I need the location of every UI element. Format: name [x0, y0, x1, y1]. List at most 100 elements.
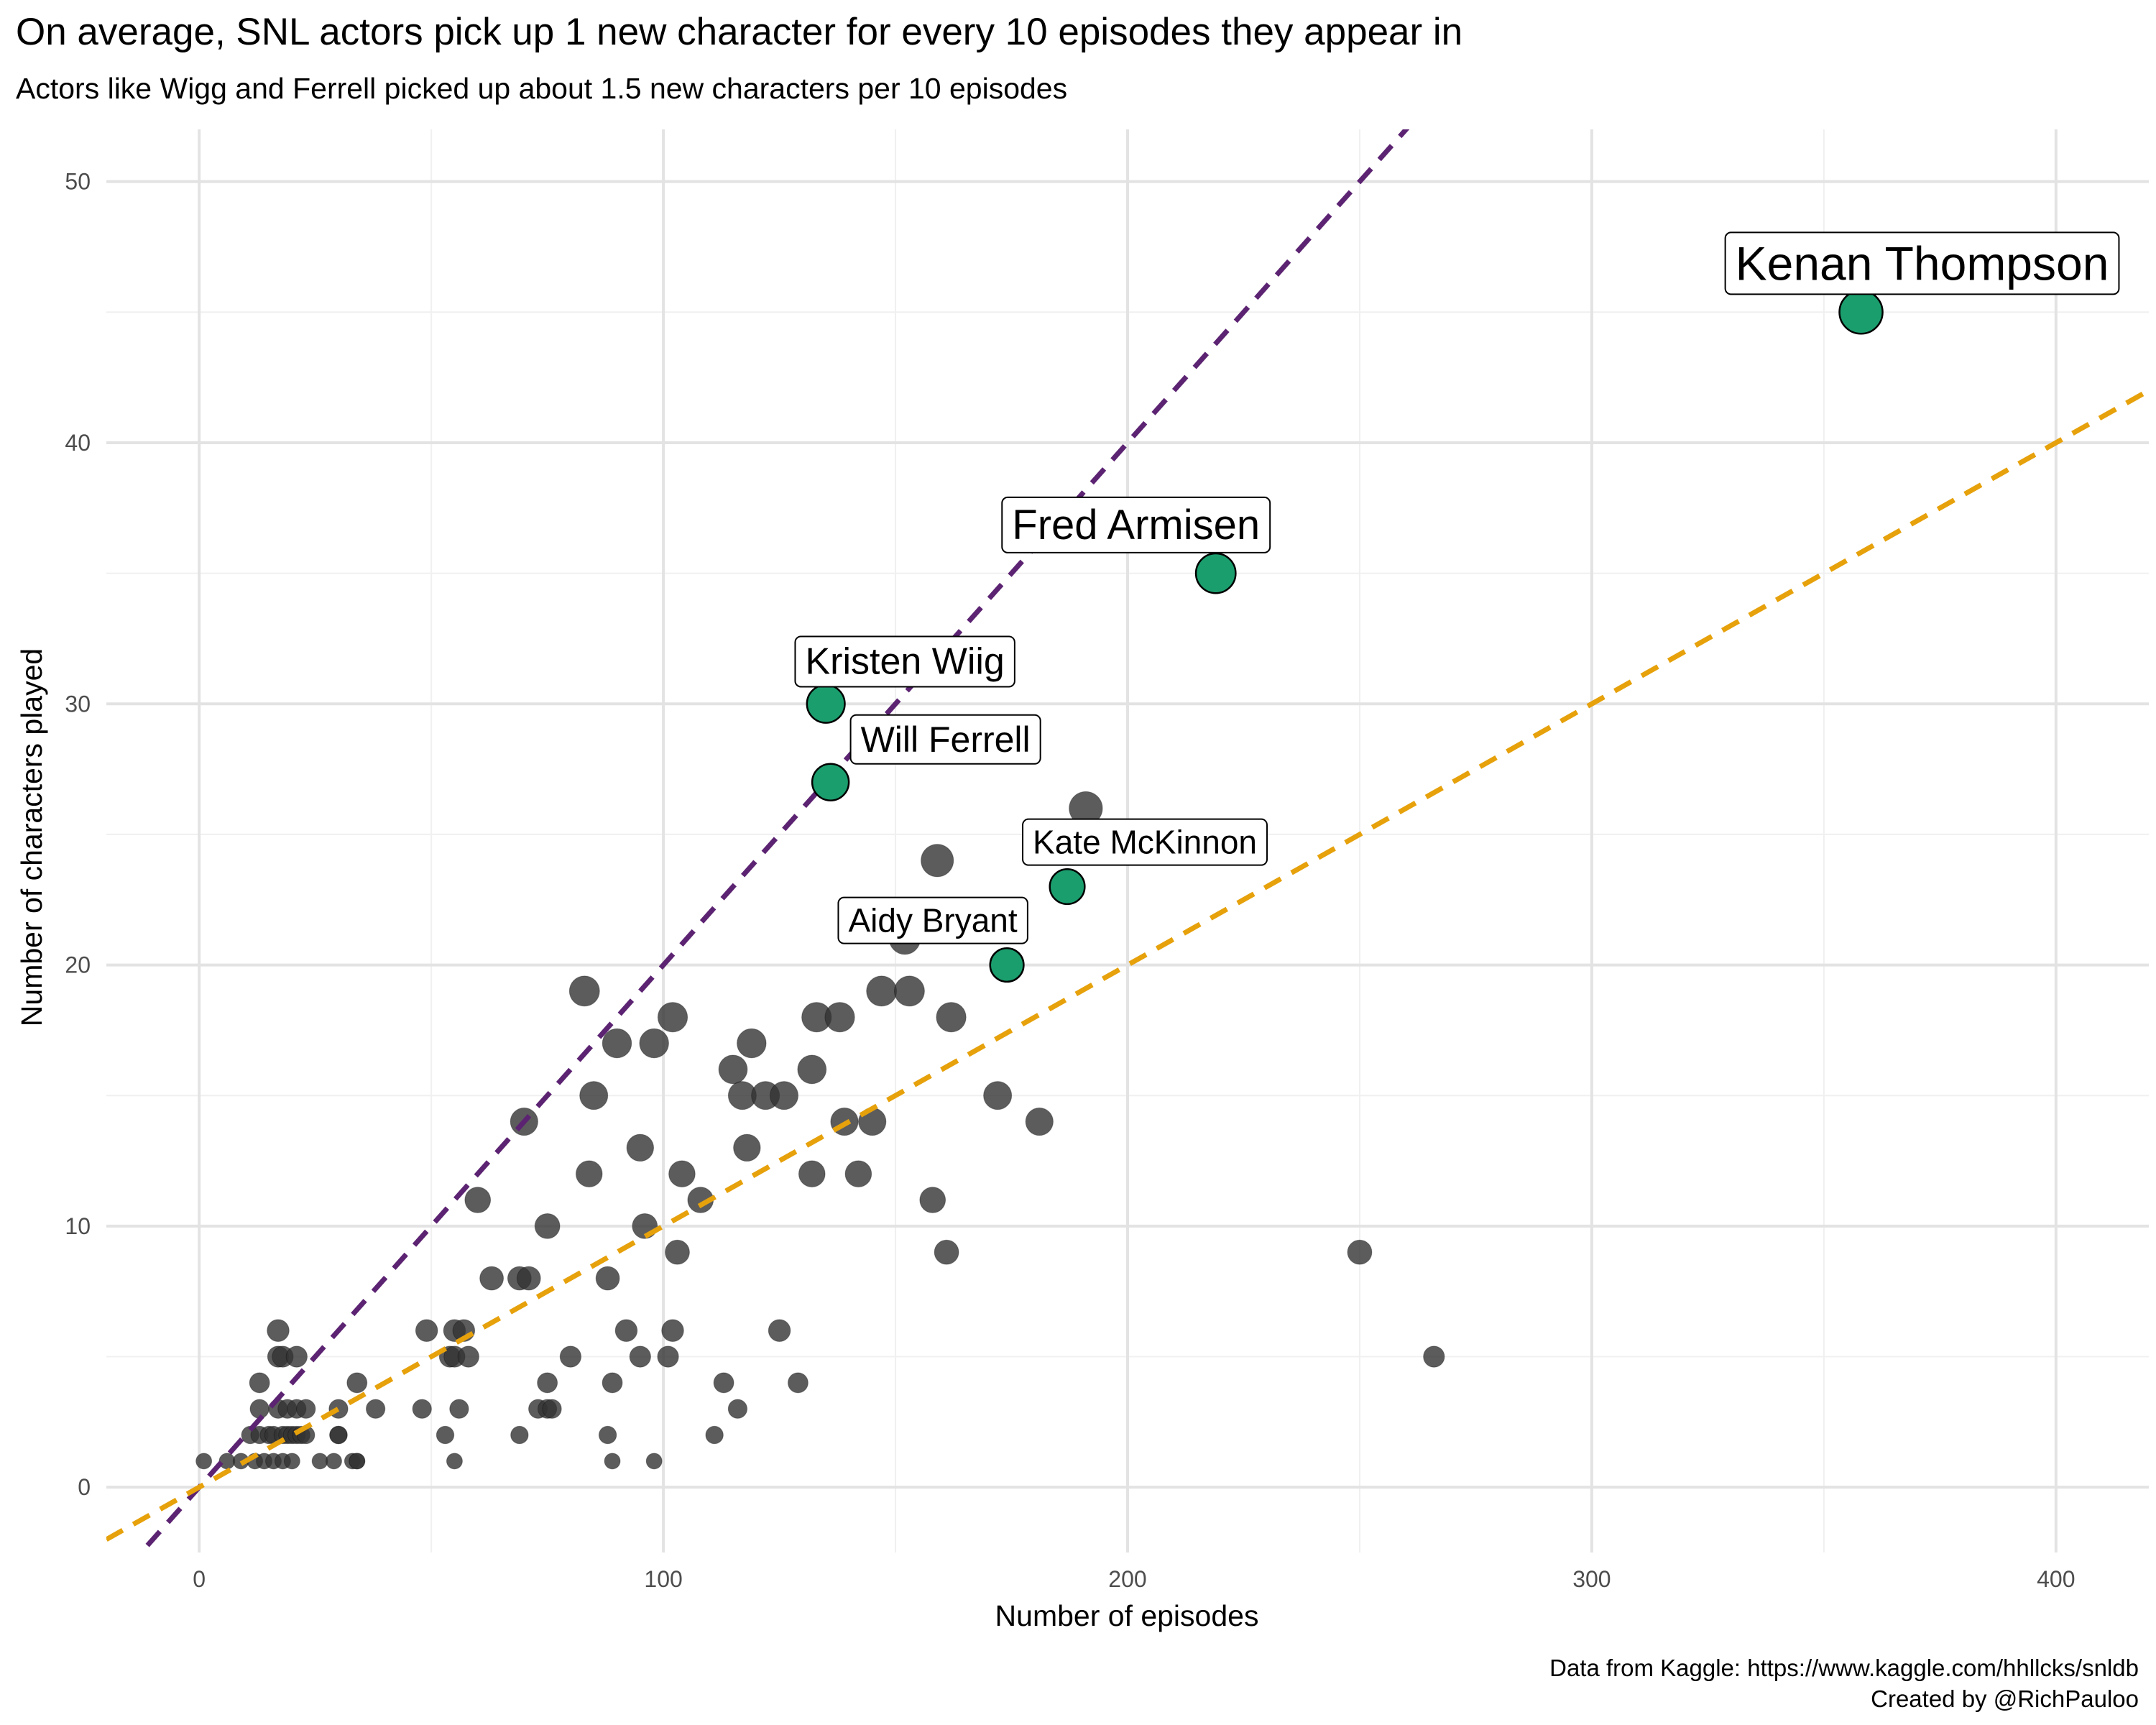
label-text: Will Ferrell	[861, 719, 1031, 760]
caption-credit: Created by @RichPauloo	[1871, 1685, 2139, 1712]
data-point	[713, 1372, 734, 1394]
data-point	[1347, 1239, 1373, 1265]
point-label: Fred Armisen	[1001, 496, 1271, 553]
point-label: Kenan Thompson	[1724, 231, 2120, 295]
data-point	[602, 1028, 632, 1059]
data-point	[285, 1346, 308, 1368]
data-point	[936, 1002, 967, 1033]
point-label: Aidy Bryant	[837, 896, 1028, 944]
reference-line	[106, 388, 2149, 1542]
y-tick-label: 50	[65, 169, 91, 195]
x-tick-label: 100	[644, 1566, 682, 1592]
data-point	[733, 1133, 761, 1162]
data-point	[921, 844, 954, 878]
data-point	[595, 1266, 620, 1291]
data-point	[311, 1453, 328, 1470]
label-text: Kenan Thompson	[1736, 236, 2109, 290]
data-point	[568, 975, 600, 1007]
label-box	[837, 896, 1028, 944]
data-point	[296, 1399, 316, 1419]
caption-source: Data from Kaggle: https://www.kaggle.com…	[1549, 1655, 2139, 1681]
data-point	[249, 1399, 270, 1419]
highlighted-point	[1838, 290, 1884, 335]
data-point	[534, 1213, 561, 1239]
highlighted-point	[1194, 552, 1237, 594]
data-point	[893, 975, 925, 1007]
data-point	[446, 1453, 463, 1470]
label-text: Kristen Wiig	[805, 640, 1004, 682]
point-label: Will Ferrell	[849, 714, 1041, 765]
data-point	[479, 1266, 505, 1291]
y-axis-label: Number of characters played	[15, 648, 48, 1026]
x-axis-label: Number of episodes	[995, 1599, 1259, 1632]
label-text: Kate McKinnon	[1033, 824, 1257, 861]
data-point	[249, 1372, 270, 1394]
data-point	[983, 1081, 1013, 1110]
data-point	[657, 1002, 688, 1033]
data-point	[195, 1453, 213, 1470]
data-point	[798, 1160, 826, 1188]
data-point	[346, 1372, 368, 1394]
data-point	[1423, 1346, 1445, 1368]
data-point	[328, 1399, 349, 1419]
data-point	[267, 1319, 290, 1342]
data-point	[415, 1319, 438, 1342]
data-point	[645, 1453, 663, 1470]
highlighted-point	[989, 947, 1025, 983]
label-box	[794, 635, 1015, 688]
data-point	[629, 1346, 651, 1368]
highlighted-point	[811, 763, 850, 801]
point-label: Kate McKinnon	[1022, 818, 1268, 866]
data-point	[657, 1346, 679, 1368]
x-tick-label: 400	[2037, 1566, 2075, 1592]
data-point	[787, 1372, 808, 1394]
y-tick-label: 0	[78, 1474, 91, 1500]
x-tick-label: 0	[193, 1566, 206, 1592]
x-tick-label: 200	[1108, 1566, 1146, 1592]
y-tick-label: 40	[65, 430, 91, 456]
data-point	[614, 1319, 638, 1342]
x-tick-label: 300	[1572, 1566, 1611, 1592]
highlighted-points	[806, 290, 1884, 983]
reference-line	[137, 129, 1410, 1552]
data-point	[705, 1425, 724, 1445]
data-point	[604, 1453, 621, 1470]
data-point	[769, 1081, 799, 1110]
data-point	[866, 975, 898, 1007]
data-point	[919, 1187, 946, 1213]
data-point	[575, 1160, 603, 1188]
data-point	[559, 1346, 582, 1368]
data-point	[542, 1399, 562, 1419]
y-tick-label: 20	[65, 952, 91, 978]
y-tick-labels: 0 10 20 30 40 50	[65, 169, 91, 1501]
data-point	[737, 1028, 767, 1059]
data-point	[283, 1453, 300, 1470]
y-tick-label: 10	[65, 1213, 91, 1239]
data-point	[326, 1453, 342, 1470]
data-point	[598, 1425, 617, 1445]
label-box	[1001, 496, 1271, 553]
data-point	[768, 1319, 791, 1342]
data-point	[824, 1002, 855, 1033]
data-point	[718, 1054, 748, 1085]
data-point	[464, 1187, 492, 1213]
data-point	[449, 1399, 469, 1419]
label-box	[849, 714, 1041, 765]
data-point	[797, 1054, 827, 1085]
data-point	[1025, 1107, 1054, 1136]
data-point	[668, 1160, 696, 1188]
data-point	[727, 1399, 748, 1419]
label-box	[1022, 818, 1268, 866]
data-point	[457, 1346, 479, 1368]
data-point	[412, 1399, 432, 1419]
data-point	[365, 1399, 386, 1419]
data-points	[195, 791, 1445, 1470]
label-box	[1724, 231, 2120, 295]
data-point	[665, 1239, 690, 1265]
data-point	[602, 1372, 623, 1394]
data-point	[626, 1133, 655, 1162]
data-point	[510, 1425, 529, 1445]
data-point	[349, 1453, 366, 1470]
data-point	[844, 1160, 872, 1188]
